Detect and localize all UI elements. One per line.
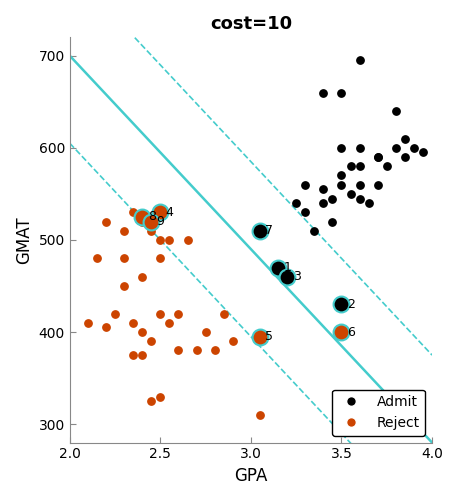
Text: 2: 2 [347,298,355,311]
Point [356,144,363,152]
Point [193,346,200,354]
Point [320,199,327,207]
Point [130,351,137,359]
X-axis label: GPA: GPA [234,467,267,485]
Text: 1: 1 [284,261,291,274]
Point [120,226,128,234]
Point [84,319,92,327]
Point [102,324,109,332]
Point [139,213,146,221]
Point [229,338,236,345]
Point [157,208,164,216]
Point [202,328,209,336]
Point [374,153,382,161]
Point [139,351,146,359]
Point [338,328,345,336]
Point [401,153,409,161]
Point [256,332,264,340]
Point [311,226,318,234]
Point [347,190,354,198]
Point [175,310,182,318]
Point [147,218,155,226]
Point [211,346,218,354]
Point [93,254,101,262]
Point [102,218,109,226]
Point [139,328,146,336]
Y-axis label: GMAT: GMAT [15,216,33,264]
Point [274,264,282,272]
Point [329,194,336,202]
Point [338,144,345,152]
Point [293,199,300,207]
Text: 3: 3 [293,270,300,283]
Point [374,180,382,188]
Point [157,392,164,400]
Point [401,134,409,142]
Point [356,56,363,64]
Point [320,186,327,194]
Point [356,194,363,202]
Point [120,282,128,290]
Point [256,226,264,234]
Point [329,218,336,226]
Point [220,310,228,318]
Point [356,180,363,188]
Point [157,310,164,318]
Point [338,300,345,308]
Point [356,162,363,170]
Point [147,397,155,405]
Point [284,273,291,281]
Point [338,88,345,96]
Text: 7: 7 [266,224,273,237]
Legend: Admit, Reject: Admit, Reject [332,390,425,436]
Point [320,88,327,96]
Point [147,226,155,234]
Point [147,338,155,345]
Point [130,319,137,327]
Text: 6: 6 [347,326,355,338]
Point [130,208,137,216]
Point [157,254,164,262]
Point [338,300,345,308]
Point [302,180,309,188]
Point [338,172,345,179]
Point [274,264,282,272]
Text: 8: 8 [147,210,156,224]
Point [392,107,399,115]
Point [157,236,164,244]
Point [184,236,191,244]
Title: cost=10: cost=10 [210,15,292,33]
Point [284,273,291,281]
Point [383,162,390,170]
Point [139,218,146,226]
Text: 5: 5 [266,330,273,343]
Point [338,180,345,188]
Point [392,144,399,152]
Point [365,199,372,207]
Text: 9: 9 [157,215,164,228]
Point [139,273,146,281]
Point [111,310,119,318]
Point [256,332,264,340]
Point [347,162,354,170]
Point [420,148,427,156]
Point [302,208,309,216]
Point [166,319,173,327]
Point [374,153,382,161]
Point [175,346,182,354]
Text: 4: 4 [166,206,174,219]
Point [256,411,264,419]
Point [166,236,173,244]
Point [120,254,128,262]
Point [410,144,418,152]
